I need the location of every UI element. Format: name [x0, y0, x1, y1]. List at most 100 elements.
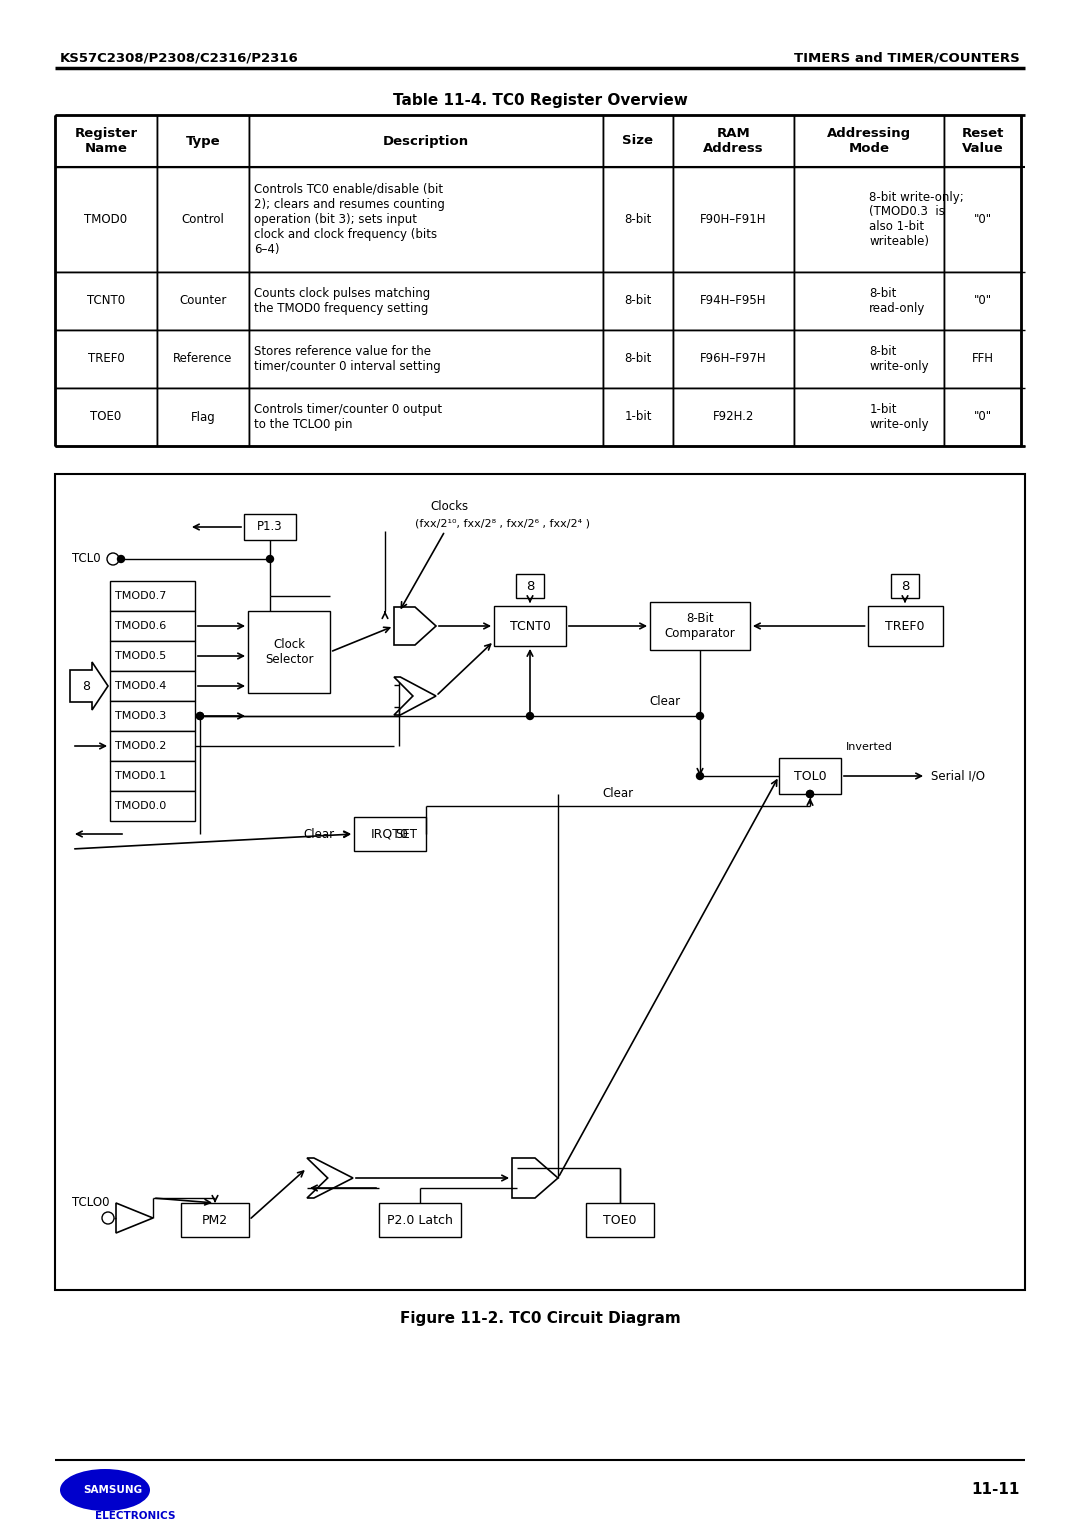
Text: Stores reference value for the
timer/counter 0 interval setting: Stores reference value for the timer/cou…: [254, 345, 441, 373]
Circle shape: [697, 712, 703, 720]
Bar: [650, 602, 750, 649]
Bar: [248, 611, 330, 694]
Bar: [249, 167, 603, 272]
Text: TCNT0: TCNT0: [86, 295, 125, 307]
Text: 8-bit write-only;
(TMOD0.3  is
also 1-bit
writeable): 8-bit write-only; (TMOD0.3 is also 1-bit…: [869, 191, 964, 249]
Text: TCL0: TCL0: [72, 553, 100, 565]
Bar: [110, 701, 195, 730]
Text: 8-bit: 8-bit: [624, 353, 651, 365]
Text: IRQT0: IRQT0: [372, 828, 409, 840]
Text: TCNT0: TCNT0: [510, 619, 551, 633]
Bar: [55, 115, 157, 167]
Bar: [157, 115, 249, 167]
Text: TMOD0.6: TMOD0.6: [114, 620, 166, 631]
Bar: [244, 513, 296, 539]
Bar: [891, 575, 919, 597]
Text: Clocks: Clocks: [430, 500, 468, 512]
Text: Controls TC0 enable/disable (bit
2); clears and resumes counting
operation (bit : Controls TC0 enable/disable (bit 2); cle…: [254, 183, 445, 257]
Text: SAMSUNG: SAMSUNG: [83, 1485, 143, 1494]
Bar: [779, 758, 841, 795]
Text: "0": "0": [974, 295, 991, 307]
Text: TREF0: TREF0: [87, 353, 124, 365]
Bar: [157, 330, 249, 388]
Text: Clock
Selector: Clock Selector: [265, 639, 313, 666]
Circle shape: [267, 556, 273, 562]
Circle shape: [197, 712, 203, 720]
Text: Reset
Value: Reset Value: [961, 127, 1004, 154]
Bar: [494, 607, 566, 646]
Bar: [516, 575, 544, 597]
Bar: [157, 272, 249, 330]
Ellipse shape: [60, 1468, 150, 1511]
Text: TREF0: TREF0: [886, 619, 924, 633]
Text: ELECTRONICS: ELECTRONICS: [95, 1511, 175, 1520]
Bar: [794, 272, 945, 330]
Text: Description: Description: [383, 134, 469, 148]
Circle shape: [527, 712, 534, 720]
Polygon shape: [394, 677, 436, 715]
Text: Size: Size: [622, 134, 653, 148]
Bar: [55, 388, 157, 446]
Text: 1-bit
write-only: 1-bit write-only: [869, 403, 929, 431]
Bar: [945, 388, 1021, 446]
Bar: [110, 730, 195, 761]
Bar: [794, 167, 945, 272]
Text: TMOD0: TMOD0: [84, 212, 127, 226]
Bar: [157, 388, 249, 446]
Bar: [603, 167, 673, 272]
Text: TMOD0.3: TMOD0.3: [114, 711, 166, 721]
Text: 8-bit: 8-bit: [624, 295, 651, 307]
Text: TMOD0.1: TMOD0.1: [114, 772, 166, 781]
Text: P1.3: P1.3: [257, 521, 283, 533]
Text: 8-bit
read-only: 8-bit read-only: [869, 287, 926, 315]
Bar: [55, 167, 157, 272]
Text: P2.0 Latch: P2.0 Latch: [387, 1213, 453, 1227]
Bar: [249, 115, 603, 167]
Text: TMOD0.5: TMOD0.5: [114, 651, 166, 662]
Polygon shape: [307, 1158, 353, 1198]
Bar: [55, 272, 157, 330]
Bar: [945, 330, 1021, 388]
Bar: [110, 761, 195, 792]
Text: TMOD0.4: TMOD0.4: [114, 681, 166, 691]
Polygon shape: [394, 607, 436, 645]
Text: TIMERS and TIMER/COUNTERS: TIMERS and TIMER/COUNTERS: [794, 52, 1020, 64]
Text: Clear: Clear: [649, 695, 680, 707]
Text: SET: SET: [395, 828, 417, 840]
Text: F94H–F95H: F94H–F95H: [700, 295, 767, 307]
Text: TOL0: TOL0: [794, 770, 826, 782]
Bar: [867, 607, 943, 646]
Bar: [157, 167, 249, 272]
Bar: [603, 330, 673, 388]
Text: Addressing
Mode: Addressing Mode: [827, 127, 912, 154]
Circle shape: [197, 712, 203, 720]
Text: 1-bit: 1-bit: [624, 411, 651, 423]
Bar: [181, 1203, 249, 1238]
Bar: [794, 115, 945, 167]
Bar: [354, 817, 426, 851]
Text: "0": "0": [974, 212, 991, 226]
Circle shape: [807, 790, 813, 798]
Bar: [110, 611, 195, 642]
Bar: [945, 272, 1021, 330]
Bar: [249, 272, 603, 330]
Text: 8-Bit
Comparator: 8-Bit Comparator: [664, 613, 735, 640]
Text: TMOD0.2: TMOD0.2: [114, 741, 166, 750]
Text: PM2: PM2: [202, 1213, 228, 1227]
Text: F90H–F91H: F90H–F91H: [700, 212, 767, 226]
Polygon shape: [70, 662, 108, 711]
Bar: [55, 474, 1025, 1290]
Text: 8-bit: 8-bit: [624, 212, 651, 226]
Text: Register
Name: Register Name: [75, 127, 137, 154]
Text: TOE0: TOE0: [604, 1213, 637, 1227]
Bar: [945, 167, 1021, 272]
Text: 8: 8: [901, 579, 909, 593]
Bar: [603, 388, 673, 446]
Text: Clear: Clear: [603, 787, 634, 801]
Text: F96H–F97H: F96H–F97H: [700, 353, 767, 365]
Text: Figure 11-2. TC0 Circuit Diagram: Figure 11-2. TC0 Circuit Diagram: [400, 1311, 680, 1325]
Bar: [586, 1203, 654, 1238]
Circle shape: [807, 790, 813, 798]
Text: 8: 8: [526, 579, 535, 593]
Bar: [55, 330, 157, 388]
